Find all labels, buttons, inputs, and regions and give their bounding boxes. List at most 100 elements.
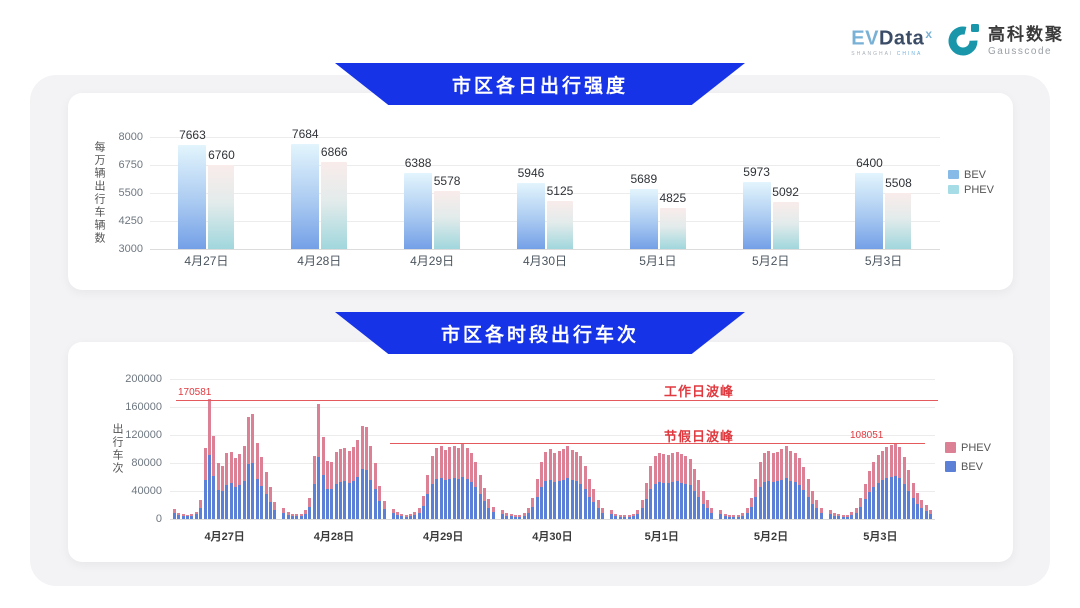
hourly-stacked-bar[interactable]	[749, 379, 753, 519]
hourly-stacked-bar[interactable]	[579, 379, 583, 519]
hourly-stacked-bar[interactable]	[688, 379, 692, 519]
hourly-stacked-bar[interactable]	[238, 379, 242, 519]
hourly-stacked-bar[interactable]	[220, 379, 224, 519]
hourly-stacked-bar[interactable]	[885, 379, 889, 519]
daily-legend-bev[interactable]: BEV	[948, 167, 994, 182]
hourly-stacked-bar[interactable]	[767, 379, 771, 519]
hourly-stacked-bar[interactable]	[588, 379, 592, 519]
hourly-stacked-bar[interactable]	[876, 379, 880, 519]
hourly-stacked-bar[interactable]	[627, 379, 631, 519]
hourly-stacked-bar[interactable]	[784, 379, 788, 519]
hourly-stacked-bar[interactable]	[312, 379, 316, 519]
hourly-stacked-bar[interactable]	[194, 379, 198, 519]
hourly-stacked-bar[interactable]	[439, 379, 443, 519]
hourly-stacked-bar[interactable]	[531, 379, 535, 519]
hourly-stacked-bar[interactable]	[911, 379, 915, 519]
hourly-stacked-bar[interactable]	[566, 379, 570, 519]
hourly-stacked-bar[interactable]	[273, 379, 277, 519]
hourly-stacked-bar[interactable]	[382, 379, 386, 519]
hourly-stacked-bar[interactable]	[505, 379, 509, 519]
hourly-stacked-bar[interactable]	[513, 379, 517, 519]
hourly-stacked-bar[interactable]	[889, 379, 893, 519]
hourly-stacked-bar[interactable]	[548, 379, 552, 519]
hourly-stacked-bar[interactable]	[736, 379, 740, 519]
daily-bar-phev[interactable]	[772, 202, 799, 249]
hourly-stacked-bar[interactable]	[435, 379, 439, 519]
hourly-stacked-bar[interactable]	[509, 379, 513, 519]
hourly-stacked-bar[interactable]	[251, 379, 255, 519]
hourly-stacked-bar[interactable]	[797, 379, 801, 519]
hourly-stacked-bar[interactable]	[199, 379, 203, 519]
hourly-stacked-bar[interactable]	[719, 379, 723, 519]
hourly-stacked-bar[interactable]	[373, 379, 377, 519]
hourly-stacked-bar[interactable]	[325, 379, 329, 519]
hourly-stacked-bar[interactable]	[723, 379, 727, 519]
hourly-stacked-bar[interactable]	[409, 379, 412, 519]
hourly-stacked-bar[interactable]	[924, 379, 928, 519]
hourly-stacked-bar[interactable]	[229, 379, 233, 519]
hourly-stacked-bar[interactable]	[242, 379, 246, 519]
hourly-stacked-bar[interactable]	[789, 379, 793, 519]
hourly-stacked-bar[interactable]	[771, 379, 775, 519]
hourly-legend-phev[interactable]: PHEV	[945, 438, 991, 457]
hourly-stacked-bar[interactable]	[448, 379, 452, 519]
hourly-stacked-bar[interactable]	[360, 379, 364, 519]
hourly-stacked-bar[interactable]	[596, 379, 600, 519]
hourly-stacked-bar[interactable]	[631, 379, 635, 519]
hourly-stacked-bar[interactable]	[413, 379, 417, 519]
hourly-stacked-bar[interactable]	[173, 379, 176, 519]
hourly-stacked-bar[interactable]	[837, 379, 841, 519]
hourly-stacked-bar[interactable]	[422, 379, 426, 519]
hourly-stacked-bar[interactable]	[802, 379, 806, 519]
hourly-stacked-bar[interactable]	[872, 379, 876, 519]
hourly-stacked-bar[interactable]	[234, 379, 238, 519]
hourly-stacked-bar[interactable]	[894, 379, 898, 519]
hourly-stacked-bar[interactable]	[304, 379, 308, 519]
hourly-stacked-bar[interactable]	[610, 379, 614, 519]
hourly-stacked-bar[interactable]	[697, 379, 701, 519]
hourly-stacked-bar[interactable]	[614, 379, 618, 519]
hourly-stacked-bar[interactable]	[846, 379, 850, 519]
hourly-stacked-bar[interactable]	[282, 379, 286, 519]
hourly-stacked-bar[interactable]	[649, 379, 653, 519]
hourly-stacked-bar[interactable]	[684, 379, 688, 519]
hourly-stacked-bar[interactable]	[601, 379, 605, 519]
hourly-stacked-bar[interactable]	[334, 379, 338, 519]
hourly-stacked-bar[interactable]	[710, 379, 714, 519]
hourly-stacked-bar[interactable]	[391, 379, 395, 519]
hourly-stacked-bar[interactable]	[540, 379, 544, 519]
daily-bar-bev[interactable]	[855, 173, 884, 249]
hourly-stacked-bar[interactable]	[378, 379, 382, 519]
hourly-stacked-bar[interactable]	[338, 379, 342, 519]
hourly-stacked-bar[interactable]	[658, 379, 662, 519]
hourly-stacked-bar[interactable]	[317, 379, 321, 519]
hourly-stacked-bar[interactable]	[819, 379, 823, 519]
daily-bar-phev[interactable]	[434, 191, 461, 249]
hourly-stacked-bar[interactable]	[570, 379, 574, 519]
hourly-stacked-bar[interactable]	[190, 379, 194, 519]
hourly-stacked-bar[interactable]	[810, 379, 814, 519]
hourly-stacked-bar[interactable]	[815, 379, 819, 519]
hourly-stacked-bar[interactable]	[343, 379, 347, 519]
hourly-stacked-bar[interactable]	[544, 379, 548, 519]
hourly-stacked-bar[interactable]	[592, 379, 596, 519]
hourly-stacked-bar[interactable]	[255, 379, 259, 519]
hourly-stacked-bar[interactable]	[828, 379, 832, 519]
hourly-stacked-bar[interactable]	[491, 379, 495, 519]
hourly-stacked-bar[interactable]	[181, 379, 185, 519]
hourly-stacked-bar[interactable]	[260, 379, 264, 519]
hourly-stacked-bar[interactable]	[850, 379, 854, 519]
hourly-stacked-bar[interactable]	[701, 379, 705, 519]
hourly-stacked-bar[interactable]	[203, 379, 207, 519]
hourly-stacked-bar[interactable]	[225, 379, 229, 519]
hourly-stacked-bar[interactable]	[561, 379, 565, 519]
daily-bar-bev[interactable]	[742, 182, 771, 249]
hourly-stacked-bar[interactable]	[758, 379, 762, 519]
hourly-stacked-bar[interactable]	[177, 379, 181, 519]
hourly-stacked-bar[interactable]	[535, 379, 539, 519]
hourly-stacked-bar[interactable]	[920, 379, 924, 519]
hourly-stacked-bar[interactable]	[291, 379, 294, 519]
hourly-stacked-bar[interactable]	[443, 379, 447, 519]
hourly-stacked-bar[interactable]	[216, 379, 220, 519]
hourly-stacked-bar[interactable]	[474, 379, 478, 519]
